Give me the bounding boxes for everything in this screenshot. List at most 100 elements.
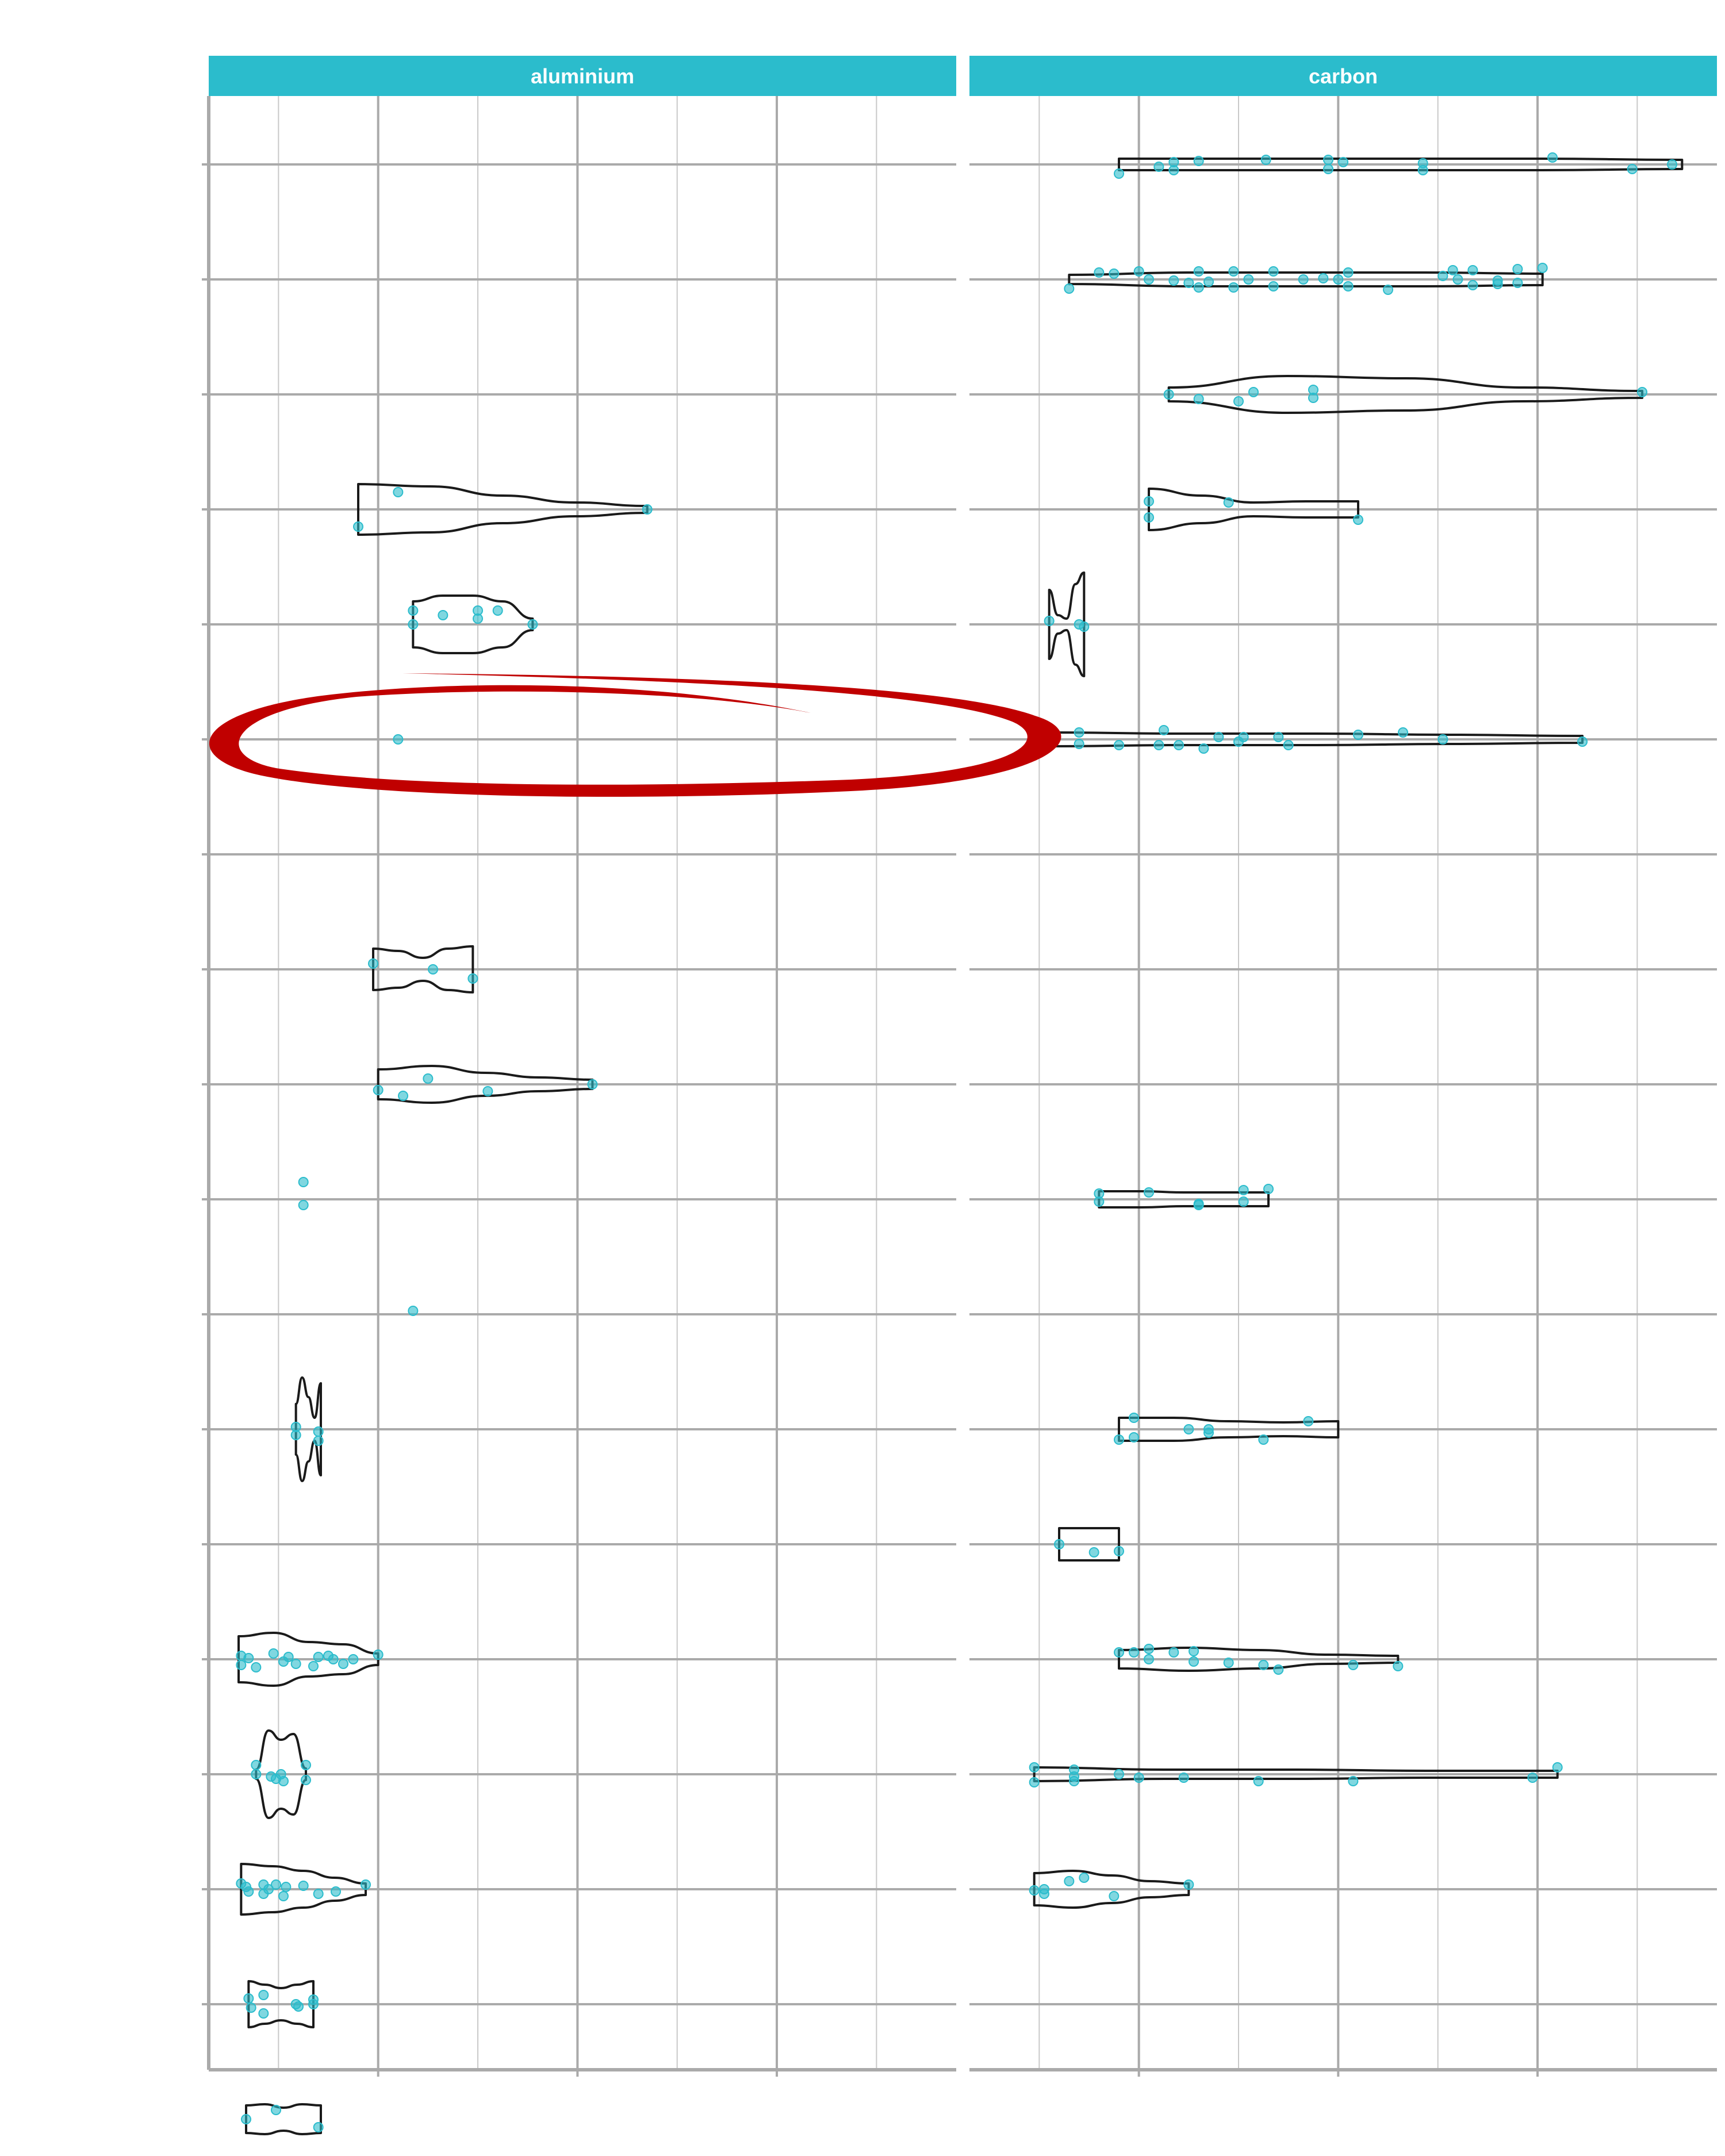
aluminium-point-row-11-1 — [290, 1430, 301, 1440]
aluminium-point-row-15-4 — [271, 1879, 281, 1890]
aluminium-point-row-15-12 — [263, 1884, 274, 1894]
carbon-point-row-0-6 — [1323, 155, 1333, 165]
aluminium-violin-row-15 — [240, 1863, 367, 1916]
facet-strip-aluminium — [209, 56, 956, 96]
carbon-point-row-14-4 — [1114, 1769, 1124, 1779]
carbon-point-row-0-0 — [1114, 168, 1124, 179]
aluminium-point-row-16-1 — [246, 2002, 256, 2013]
carbon-point-row-12-2 — [1114, 1546, 1124, 1556]
carbon-point-row-5-14 — [1438, 734, 1448, 745]
carbon-point-row-9-1 — [1094, 1196, 1105, 1207]
aluminium-point-row-8-2 — [423, 1073, 434, 1084]
carbon-point-row-1-19 — [1343, 281, 1354, 291]
carbon-point-row-1-9 — [1203, 277, 1214, 287]
aluminium-point-row-8-4 — [587, 1079, 598, 1089]
carbon-point-row-4-0 — [1044, 616, 1055, 626]
carbon-point-row-15-5 — [1039, 1884, 1049, 1894]
aluminium-point-row-3-2 — [642, 504, 653, 515]
carbon-point-row-3-1 — [1144, 512, 1154, 523]
aluminium-point-row-4-0 — [408, 605, 419, 616]
carbon-violin-row-14 — [1033, 1766, 1559, 1782]
carbon-point-row-5-2 — [1114, 740, 1124, 750]
aluminium-point-row-13-2 — [251, 1662, 262, 1672]
carbon-point-row-0-12 — [1627, 164, 1638, 174]
carbon-point-row-9-2 — [1144, 1187, 1154, 1198]
carbon-point-row-2-3 — [1248, 387, 1259, 397]
carbon-point-row-3-2 — [1223, 497, 1234, 508]
aluminium-point-row-14-5 — [301, 1760, 311, 1770]
aluminium-violin-row-17 — [245, 2103, 322, 2135]
carbon-point-row-2-0 — [1163, 389, 1174, 400]
carbon-point-row-2-6 — [1637, 387, 1647, 397]
aluminium-point-row-13-12 — [243, 1653, 254, 1663]
carbon-point-row-13-3 — [1144, 1654, 1154, 1664]
carbon-point-row-4-2 — [1079, 622, 1090, 632]
carbon-point-row-1-10 — [1228, 266, 1239, 277]
carbon-point-row-5-5 — [1174, 740, 1184, 750]
carbon-point-row-14-6 — [1178, 1773, 1189, 1783]
carbon-point-row-13-10 — [1348, 1660, 1359, 1670]
aluminium-point-row-10-0 — [408, 1306, 419, 1316]
carbon-point-row-1-16 — [1318, 273, 1329, 283]
carbon-point-row-13-5 — [1189, 1646, 1199, 1656]
aluminium-point-row-5-0 — [393, 734, 404, 745]
aluminium-point-row-17-0 — [241, 2114, 251, 2124]
carbon-point-row-14-9 — [1527, 1773, 1538, 1783]
annotation-circle — [209, 673, 1061, 797]
aluminium-point-row-15-5 — [278, 1891, 289, 1901]
carbon-point-row-1-1 — [1094, 267, 1105, 278]
carbon-point-row-1-4 — [1144, 274, 1154, 285]
carbon-point-row-1-20 — [1383, 285, 1393, 295]
aluminium-point-row-16-3 — [258, 2008, 269, 2019]
aluminium-violin-row-4 — [412, 594, 534, 654]
aluminium-point-row-11-3 — [313, 1426, 324, 1437]
aluminium-point-row-7-0 — [368, 958, 378, 969]
carbon-point-row-14-3 — [1069, 1776, 1079, 1786]
aluminium-point-row-13-5 — [290, 1659, 301, 1669]
carbon-point-row-12-0 — [1054, 1539, 1064, 1549]
carbon-point-row-15-3 — [1079, 1873, 1090, 1883]
carbon-point-row-11-2 — [1129, 1432, 1139, 1443]
aluminium-point-row-14-1 — [251, 1769, 262, 1779]
aluminium-point-row-15-6 — [281, 1882, 292, 1892]
carbon-point-row-1-28 — [1512, 264, 1523, 274]
carbon-point-row-14-1 — [1029, 1762, 1040, 1773]
carbon-point-row-1-21 — [1438, 271, 1448, 281]
aluminium-point-row-14-7 — [271, 1774, 281, 1784]
carbon-point-row-1-17 — [1333, 274, 1344, 285]
aluminium-point-row-4-1 — [408, 619, 419, 630]
carbon-point-row-5-13 — [1398, 727, 1408, 738]
carbon-point-row-5-15 — [1577, 736, 1588, 747]
aluminium-point-row-17-2 — [313, 2122, 324, 2132]
carbon-point-row-14-7 — [1253, 1776, 1264, 1786]
carbon-point-row-5-6 — [1198, 743, 1209, 754]
carbon-point-row-11-0 — [1114, 1434, 1124, 1445]
aluminium-point-row-14-6 — [301, 1775, 311, 1785]
aluminium-point-row-3-0 — [353, 521, 363, 532]
carbon-point-row-9-7 — [1263, 1184, 1274, 1194]
carbon-point-row-1-23 — [1452, 274, 1463, 285]
carbon-point-row-0-10 — [1417, 165, 1428, 175]
facet-strip-label-carbon: carbon — [1309, 64, 1378, 88]
carbon-point-row-13-9 — [1273, 1664, 1284, 1675]
carbon-point-row-1-24 — [1467, 265, 1478, 275]
carbon-point-row-13-4 — [1168, 1647, 1179, 1658]
facet-panel-carbon — [969, 96, 1717, 2077]
carbon-point-row-1-12 — [1243, 274, 1254, 285]
carbon-point-row-1-8 — [1193, 282, 1204, 293]
carbon-point-row-0-5 — [1260, 155, 1271, 165]
carbon-point-row-1-7 — [1193, 266, 1204, 277]
carbon-violin-row-9 — [1098, 1190, 1270, 1209]
carbon-point-row-2-2 — [1233, 396, 1244, 406]
carbon-point-row-13-1 — [1129, 1647, 1139, 1658]
aluminium-point-row-15-8 — [313, 1889, 324, 1899]
aluminium-point-row-14-0 — [251, 1760, 262, 1770]
carbon-point-row-11-1 — [1129, 1413, 1139, 1423]
carbon-violin-row-2 — [1167, 375, 1643, 414]
carbon-violin-row-11 — [1118, 1416, 1340, 1443]
carbon-point-row-13-8 — [1258, 1660, 1269, 1670]
aluminium-point-row-7-1 — [428, 964, 438, 975]
carbon-point-row-5-3 — [1153, 740, 1164, 750]
